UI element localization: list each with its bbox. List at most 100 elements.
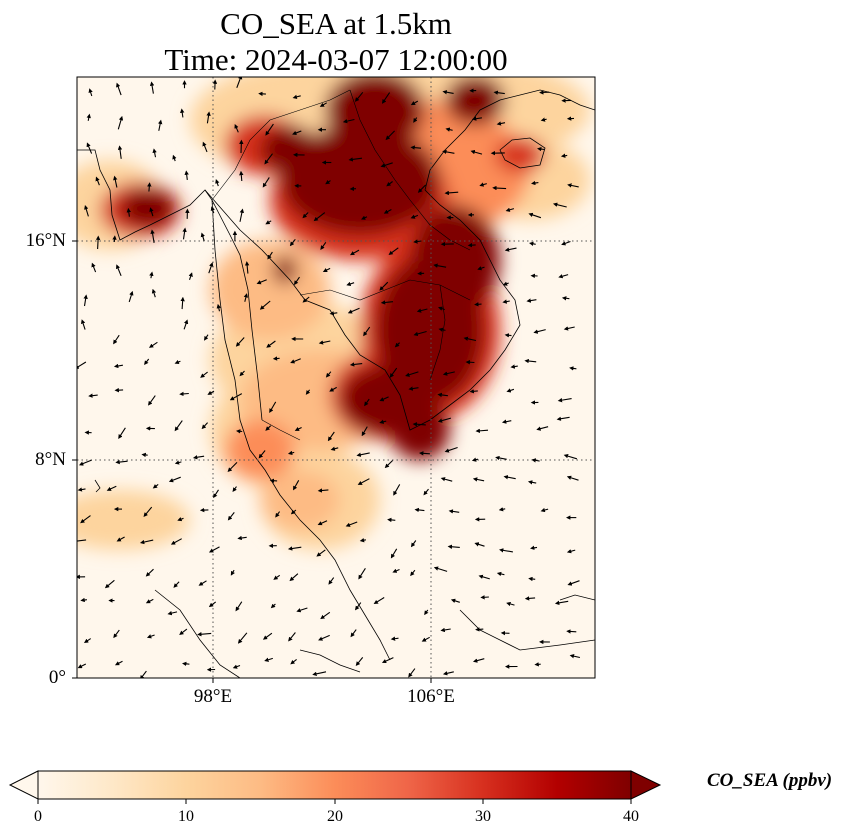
wind-arrow (410, 540, 417, 548)
wind-arrow (200, 371, 208, 378)
wind-arrow (438, 306, 445, 311)
wind-arrow (192, 455, 205, 460)
wind-arrow (148, 395, 156, 406)
wind-arrow (421, 636, 430, 642)
wind-arrow (498, 507, 506, 512)
wind-arrow (529, 241, 536, 246)
wind-arrow (506, 388, 515, 393)
wind-arrow (389, 367, 398, 378)
wind-arrow (237, 535, 247, 541)
map-frame (76, 76, 596, 679)
wind-arrow (499, 548, 513, 553)
wind-arrow (83, 638, 92, 644)
wind-arrow (330, 446, 339, 451)
wind-arrow (386, 181, 393, 187)
wind-arrow (496, 121, 506, 126)
wind-arrow (531, 458, 540, 463)
wind-arrow (383, 209, 392, 214)
wind-arrow (413, 117, 418, 123)
wind-arrow (208, 546, 220, 553)
wind-arrow (319, 102, 327, 107)
wind-arrow (267, 251, 273, 260)
wind-arrow (312, 671, 327, 676)
wind-arrow (77, 663, 87, 669)
wind-arrow (265, 425, 272, 431)
wind-arrow (113, 334, 120, 345)
wind-arrow (287, 546, 302, 551)
wind-arrow (433, 263, 447, 268)
wind-arrow (479, 182, 487, 187)
lon-tick-label: 106°E (407, 686, 455, 707)
wind-arrow (235, 601, 243, 612)
wind-arrow (292, 130, 302, 135)
wind-arrow (364, 398, 370, 407)
wind-arrow (113, 175, 118, 188)
wind-arrow (504, 247, 517, 252)
wind-arrow (106, 485, 117, 491)
wind-arrow (380, 300, 394, 305)
wind-arrow (239, 208, 245, 222)
wind-arrow (322, 267, 331, 273)
wind-arrow (182, 661, 190, 667)
wind-arrow (345, 521, 358, 527)
wind-arrow (182, 227, 187, 240)
wind-arrow (530, 545, 538, 551)
wind-arrow (361, 426, 368, 437)
wind-arrow (416, 308, 428, 313)
wind-arrow (563, 326, 575, 331)
lat-tick-label: 8°N (35, 449, 66, 470)
wind-arrow (448, 509, 460, 514)
wind-arrow (477, 266, 485, 271)
wind-arrow (563, 454, 578, 460)
wind-arrow (95, 235, 101, 250)
wind-arrow (390, 548, 398, 559)
wind-arrow (86, 142, 93, 154)
wind-arrow (552, 202, 567, 208)
co-blob (375, 255, 485, 405)
wind-arrow (437, 417, 452, 423)
wind-arrow (329, 311, 338, 316)
wind-arrow (203, 334, 209, 341)
wind-arrow (503, 475, 516, 480)
co-blob (120, 188, 176, 228)
wind-arrow (557, 397, 572, 403)
wind-arrow (145, 568, 154, 577)
wind-arrow (118, 427, 126, 439)
colorbar-extend-max (630, 770, 662, 800)
wind-arrow (88, 88, 93, 97)
wind-arrow (379, 419, 387, 424)
wind-arrow (472, 658, 485, 663)
wind-arrow (524, 358, 537, 364)
wind-arrow (445, 127, 453, 132)
wind-arrow (114, 660, 123, 666)
wind-vectors (77, 77, 581, 678)
wind-arrow (470, 149, 483, 155)
wind-arrow (146, 634, 155, 639)
co-blob (280, 125, 440, 235)
wind-arrow (442, 149, 455, 155)
wind-arrow (438, 327, 446, 332)
wind-arrow (387, 517, 396, 523)
wind-arrow (380, 162, 393, 168)
lon-tick-label: 98°E (193, 686, 233, 707)
wind-arrow (379, 396, 389, 402)
wind-arrow (325, 371, 332, 378)
wind-arrow (117, 115, 124, 130)
wind-arrow (528, 576, 536, 582)
wind-arrow (287, 450, 295, 456)
wind-arrow (290, 658, 297, 665)
wind-arrow (381, 657, 394, 664)
wind-arrow (206, 111, 211, 124)
wind-arrow (305, 389, 311, 395)
wind-arrow (536, 426, 549, 431)
wind-arrow (152, 148, 157, 158)
wind-arrow (390, 636, 399, 641)
wind-arrow (504, 333, 512, 338)
wind-arrow (410, 214, 419, 219)
wind-arrow (320, 241, 327, 250)
wind-arrow (524, 596, 536, 601)
wind-arrow (244, 261, 250, 274)
wind-arrow (360, 215, 368, 220)
map-gridlines (77, 77, 595, 678)
wind-arrow (492, 185, 507, 191)
